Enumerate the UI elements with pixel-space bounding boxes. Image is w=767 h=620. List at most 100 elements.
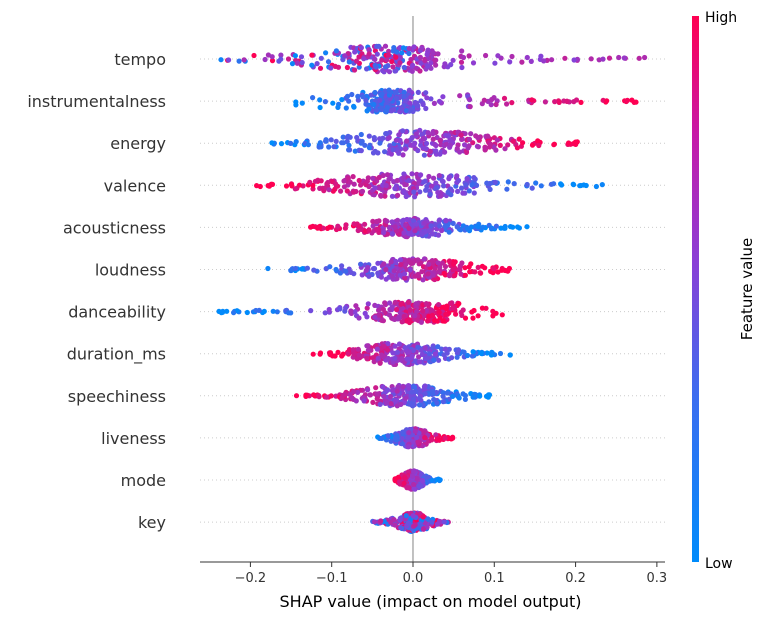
shap-point-liveness — [405, 435, 411, 441]
shap-point-duration_ms — [377, 360, 383, 366]
shap-point-tempo — [278, 52, 284, 58]
shap-point-loudness — [359, 272, 365, 278]
shap-point-loudness — [402, 275, 408, 281]
shap-point-danceability — [253, 307, 259, 314]
shap-point-acousticness — [437, 223, 443, 229]
shap-point-tempo — [642, 54, 648, 61]
shap-point-speechiness — [303, 392, 309, 398]
shap-point-acousticness — [510, 224, 516, 230]
shap-point-duration_ms — [435, 344, 441, 350]
shap-point-liveness — [379, 435, 385, 441]
shap-point-valence — [418, 172, 424, 178]
shap-point-duration_ms — [350, 347, 356, 353]
shap-point-energy — [432, 141, 438, 148]
shap-point-tempo — [442, 61, 448, 67]
shap-point-instrumentalness — [387, 89, 393, 95]
shap-point-danceability — [274, 309, 280, 315]
shap-point-instrumentalness — [317, 104, 323, 111]
shap-point-instrumentalness — [604, 98, 610, 104]
shap-point-liveness — [414, 434, 420, 440]
shap-point-instrumentalness — [372, 89, 378, 96]
shap-point-loudness — [430, 272, 436, 278]
shap-point-acousticness — [406, 225, 412, 231]
shap-point-valence — [423, 187, 429, 193]
shap-point-loudness — [419, 269, 425, 275]
shap-point-acousticness — [343, 222, 349, 228]
shap-point-instrumentalness — [573, 97, 580, 103]
shap-point-loudness — [425, 271, 431, 277]
shap-point-speechiness — [349, 395, 355, 401]
shap-point-energy — [442, 149, 448, 155]
shap-point-energy — [510, 138, 516, 144]
shap-point-instrumentalness — [310, 95, 316, 101]
shap-point-danceability — [387, 300, 393, 306]
shap-point-tempo — [333, 48, 339, 54]
shap-point-tempo — [399, 50, 405, 56]
shap-point-tempo — [278, 56, 284, 62]
shap-point-key — [392, 522, 398, 528]
shap-point-tempo — [353, 58, 360, 64]
shap-point-energy — [514, 145, 521, 151]
shap-point-energy — [462, 142, 468, 148]
shap-point-danceability — [401, 313, 407, 319]
shap-point-acousticness — [362, 221, 368, 227]
shap-point-acousticness — [382, 217, 388, 223]
shap-point-tempo — [332, 63, 338, 69]
shap-point-loudness — [477, 270, 483, 276]
shap-point-tempo — [346, 59, 352, 65]
shap-point-energy — [516, 136, 522, 142]
shap-point-speechiness — [394, 388, 400, 394]
shap-point-energy — [462, 131, 468, 137]
shap-point-key — [441, 519, 447, 525]
shap-point-speechiness — [400, 384, 406, 390]
shap-point-speechiness — [365, 387, 371, 393]
shap-point-instrumentalness — [343, 105, 349, 111]
shap-point-danceability — [308, 308, 314, 314]
shap-point-danceability — [456, 301, 462, 307]
shap-point-tempo — [323, 50, 329, 56]
shap-point-tempo — [507, 59, 513, 65]
shap-point-tempo — [393, 54, 399, 60]
shap-point-danceability — [436, 309, 442, 315]
shap-point-valence — [420, 179, 426, 185]
shap-point-loudness — [398, 262, 404, 268]
shap-point-energy — [497, 142, 503, 148]
shap-point-danceability — [429, 312, 436, 319]
shap-point-duration_ms — [392, 355, 398, 361]
colorbar-title: Feature value — [738, 238, 756, 340]
shap-point-loudness — [472, 269, 478, 275]
shap-point-energy — [354, 134, 360, 141]
shap-point-speechiness — [456, 395, 462, 401]
shap-point-speechiness — [380, 384, 386, 390]
shap-point-energy — [390, 147, 396, 153]
shap-point-valence — [269, 181, 276, 187]
shap-point-loudness — [378, 274, 384, 280]
shap-point-danceability — [424, 307, 430, 314]
shap-point-valence — [332, 181, 339, 187]
shap-point-tempo — [379, 57, 385, 63]
shap-point-tempo — [470, 60, 477, 66]
x-tick-label: −0.1 — [316, 571, 348, 586]
shap-point-danceability — [490, 313, 496, 319]
shap-point-instrumentalness — [322, 99, 328, 105]
shap-point-acousticness — [316, 225, 323, 231]
shap-point-instrumentalness — [436, 98, 443, 104]
shap-point-instrumentalness — [408, 94, 414, 100]
shap-point-danceability — [405, 299, 411, 305]
shap-point-instrumentalness — [633, 99, 639, 105]
shap-point-energy — [359, 138, 365, 144]
shap-point-speechiness — [388, 401, 394, 407]
shap-point-tempo — [269, 58, 276, 64]
shap-point-danceability — [420, 308, 426, 314]
shap-point-speechiness — [444, 390, 450, 396]
shap-point-mode — [402, 474, 408, 481]
shap-point-instrumentalness — [623, 98, 629, 105]
shap-point-danceability — [352, 309, 358, 315]
shap-point-danceability — [343, 305, 349, 311]
shap-point-speechiness — [450, 393, 456, 399]
shap-point-instrumentalness — [360, 94, 366, 100]
shap-point-mode — [396, 479, 402, 485]
shap-point-acousticness — [422, 220, 428, 226]
shap-point-speechiness — [293, 393, 300, 399]
shap-point-tempo — [317, 65, 324, 71]
